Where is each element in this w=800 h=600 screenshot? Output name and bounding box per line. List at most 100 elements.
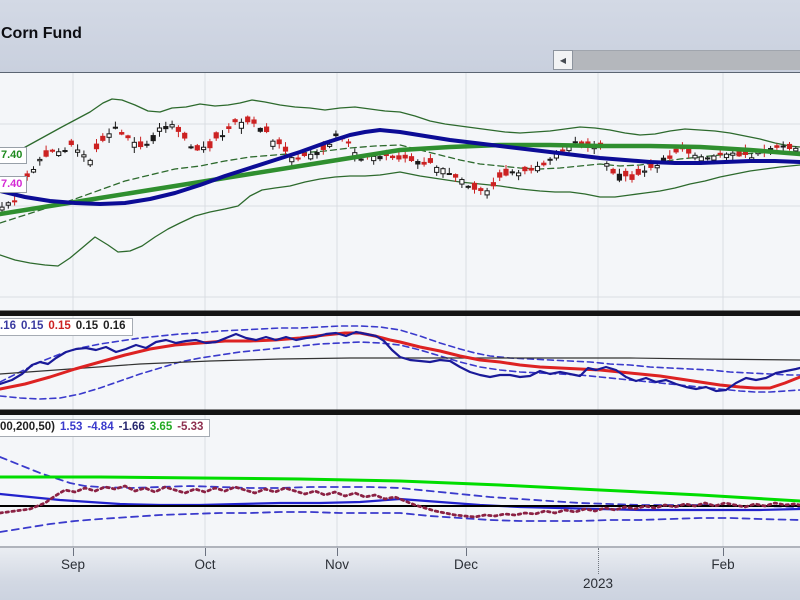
candle-body xyxy=(616,173,622,181)
candle-body xyxy=(660,157,667,162)
month-tick xyxy=(205,548,206,556)
candle-body xyxy=(503,168,509,176)
candle-body xyxy=(629,174,635,180)
candle-body xyxy=(150,135,156,142)
candle-body xyxy=(213,132,219,139)
candle-body xyxy=(75,149,81,153)
indicator-value: -5.33 xyxy=(177,421,204,433)
horizontal-scrollbar[interactable]: ◀ xyxy=(553,50,800,70)
month-label: Feb xyxy=(711,557,735,572)
candle-body xyxy=(100,135,106,141)
candle-body xyxy=(264,126,270,133)
indicator2-blue-line xyxy=(0,492,800,512)
candle-body xyxy=(402,154,408,159)
candle-body xyxy=(421,161,427,165)
candle-body xyxy=(484,190,490,196)
candle-body xyxy=(68,140,74,146)
candle-body xyxy=(112,126,119,129)
scrollbar-track[interactable] xyxy=(573,50,800,70)
candle-body xyxy=(62,150,68,153)
bollinger-upper-band xyxy=(0,98,800,161)
candle-body xyxy=(572,141,578,144)
candle-body xyxy=(698,156,704,162)
month-tick xyxy=(337,548,338,556)
indicator2-value-label: 00,200,50) 1.53 -4.84 -1.66 3.65 -5.33 xyxy=(0,419,211,437)
candle-body xyxy=(635,168,641,175)
candle-body xyxy=(219,135,226,138)
candle-body xyxy=(201,146,207,151)
candle-body xyxy=(30,168,37,173)
candle-body xyxy=(56,151,62,157)
indicator1-upper-dashed xyxy=(0,325,800,383)
candle-body xyxy=(408,156,415,162)
candle-body xyxy=(251,119,257,124)
candle-body xyxy=(723,153,730,159)
candle-body xyxy=(522,166,528,172)
panel-separator[interactable] xyxy=(0,409,800,416)
candle-body xyxy=(163,126,169,130)
candle-body xyxy=(81,154,87,158)
panel-separator[interactable] xyxy=(0,310,800,317)
candle-body xyxy=(295,157,301,160)
month-tick xyxy=(466,548,467,556)
scrollbar-left-button[interactable]: ◀ xyxy=(553,50,573,70)
candle-body xyxy=(692,154,698,159)
candle-body xyxy=(415,161,421,165)
candle-body xyxy=(43,150,49,157)
candle-body xyxy=(793,147,799,152)
indicator-value: 0.15 xyxy=(48,320,71,332)
candle-body xyxy=(711,155,717,161)
candle-body xyxy=(528,168,534,171)
indicator-value: 1.53 xyxy=(60,421,83,433)
candle-body xyxy=(654,164,660,169)
candle-body xyxy=(396,155,402,160)
candle-body xyxy=(730,152,736,156)
indicator1-black-line xyxy=(0,357,800,375)
indicator-value: 0.15 xyxy=(21,320,44,332)
candle-body xyxy=(0,206,5,211)
candle-body xyxy=(169,124,175,128)
chart-title: Corn Fund xyxy=(1,25,82,42)
candle-body xyxy=(308,153,314,160)
candle-body xyxy=(471,182,478,190)
candle-body xyxy=(490,182,496,187)
overlay-value-label: 7.40 xyxy=(0,147,28,164)
candle-body xyxy=(282,146,289,152)
candle-body xyxy=(516,172,522,177)
indicator-value: 0.16 xyxy=(103,320,126,332)
candle-body xyxy=(119,132,125,135)
candle-body xyxy=(774,145,780,148)
candle-body xyxy=(12,200,18,203)
chart-canvas[interactable]: .16 0.15 0.15 0.15 0.16 00,200,50) 1.53 -4.84-… xyxy=(0,72,800,548)
candle-body xyxy=(131,141,137,148)
indicator-value: .16 xyxy=(0,320,16,332)
candlestick-series xyxy=(0,115,799,215)
candle-body xyxy=(37,158,43,162)
candle-body xyxy=(327,143,333,147)
year-tick xyxy=(598,548,599,574)
candle-body xyxy=(194,145,200,151)
candle-body xyxy=(207,141,213,149)
candle-body xyxy=(144,143,150,146)
candle-body xyxy=(245,116,251,123)
year-label: 2023 xyxy=(582,576,614,591)
month-label: Sep xyxy=(60,557,86,572)
candle-body xyxy=(390,155,396,159)
candle-body xyxy=(358,158,364,161)
candle-body xyxy=(226,126,232,129)
indicator-value: 0.15 xyxy=(75,320,99,332)
indicator2-green-line xyxy=(0,475,800,503)
x-axis: Sep Oct Nov Dec Feb 2023 xyxy=(0,548,800,600)
candle-body xyxy=(560,149,566,152)
month-tick xyxy=(73,548,74,556)
candle-body xyxy=(705,157,711,160)
candle-body xyxy=(642,170,648,173)
overlay-value-label: 7.40 xyxy=(0,176,28,193)
candle-body xyxy=(648,163,654,168)
candle-body xyxy=(138,141,144,148)
candle-body xyxy=(497,172,503,178)
candle-body xyxy=(667,155,673,159)
candle-body xyxy=(238,121,245,129)
candle-body xyxy=(736,151,742,157)
indicator-value: 00,200,50) xyxy=(0,421,55,433)
